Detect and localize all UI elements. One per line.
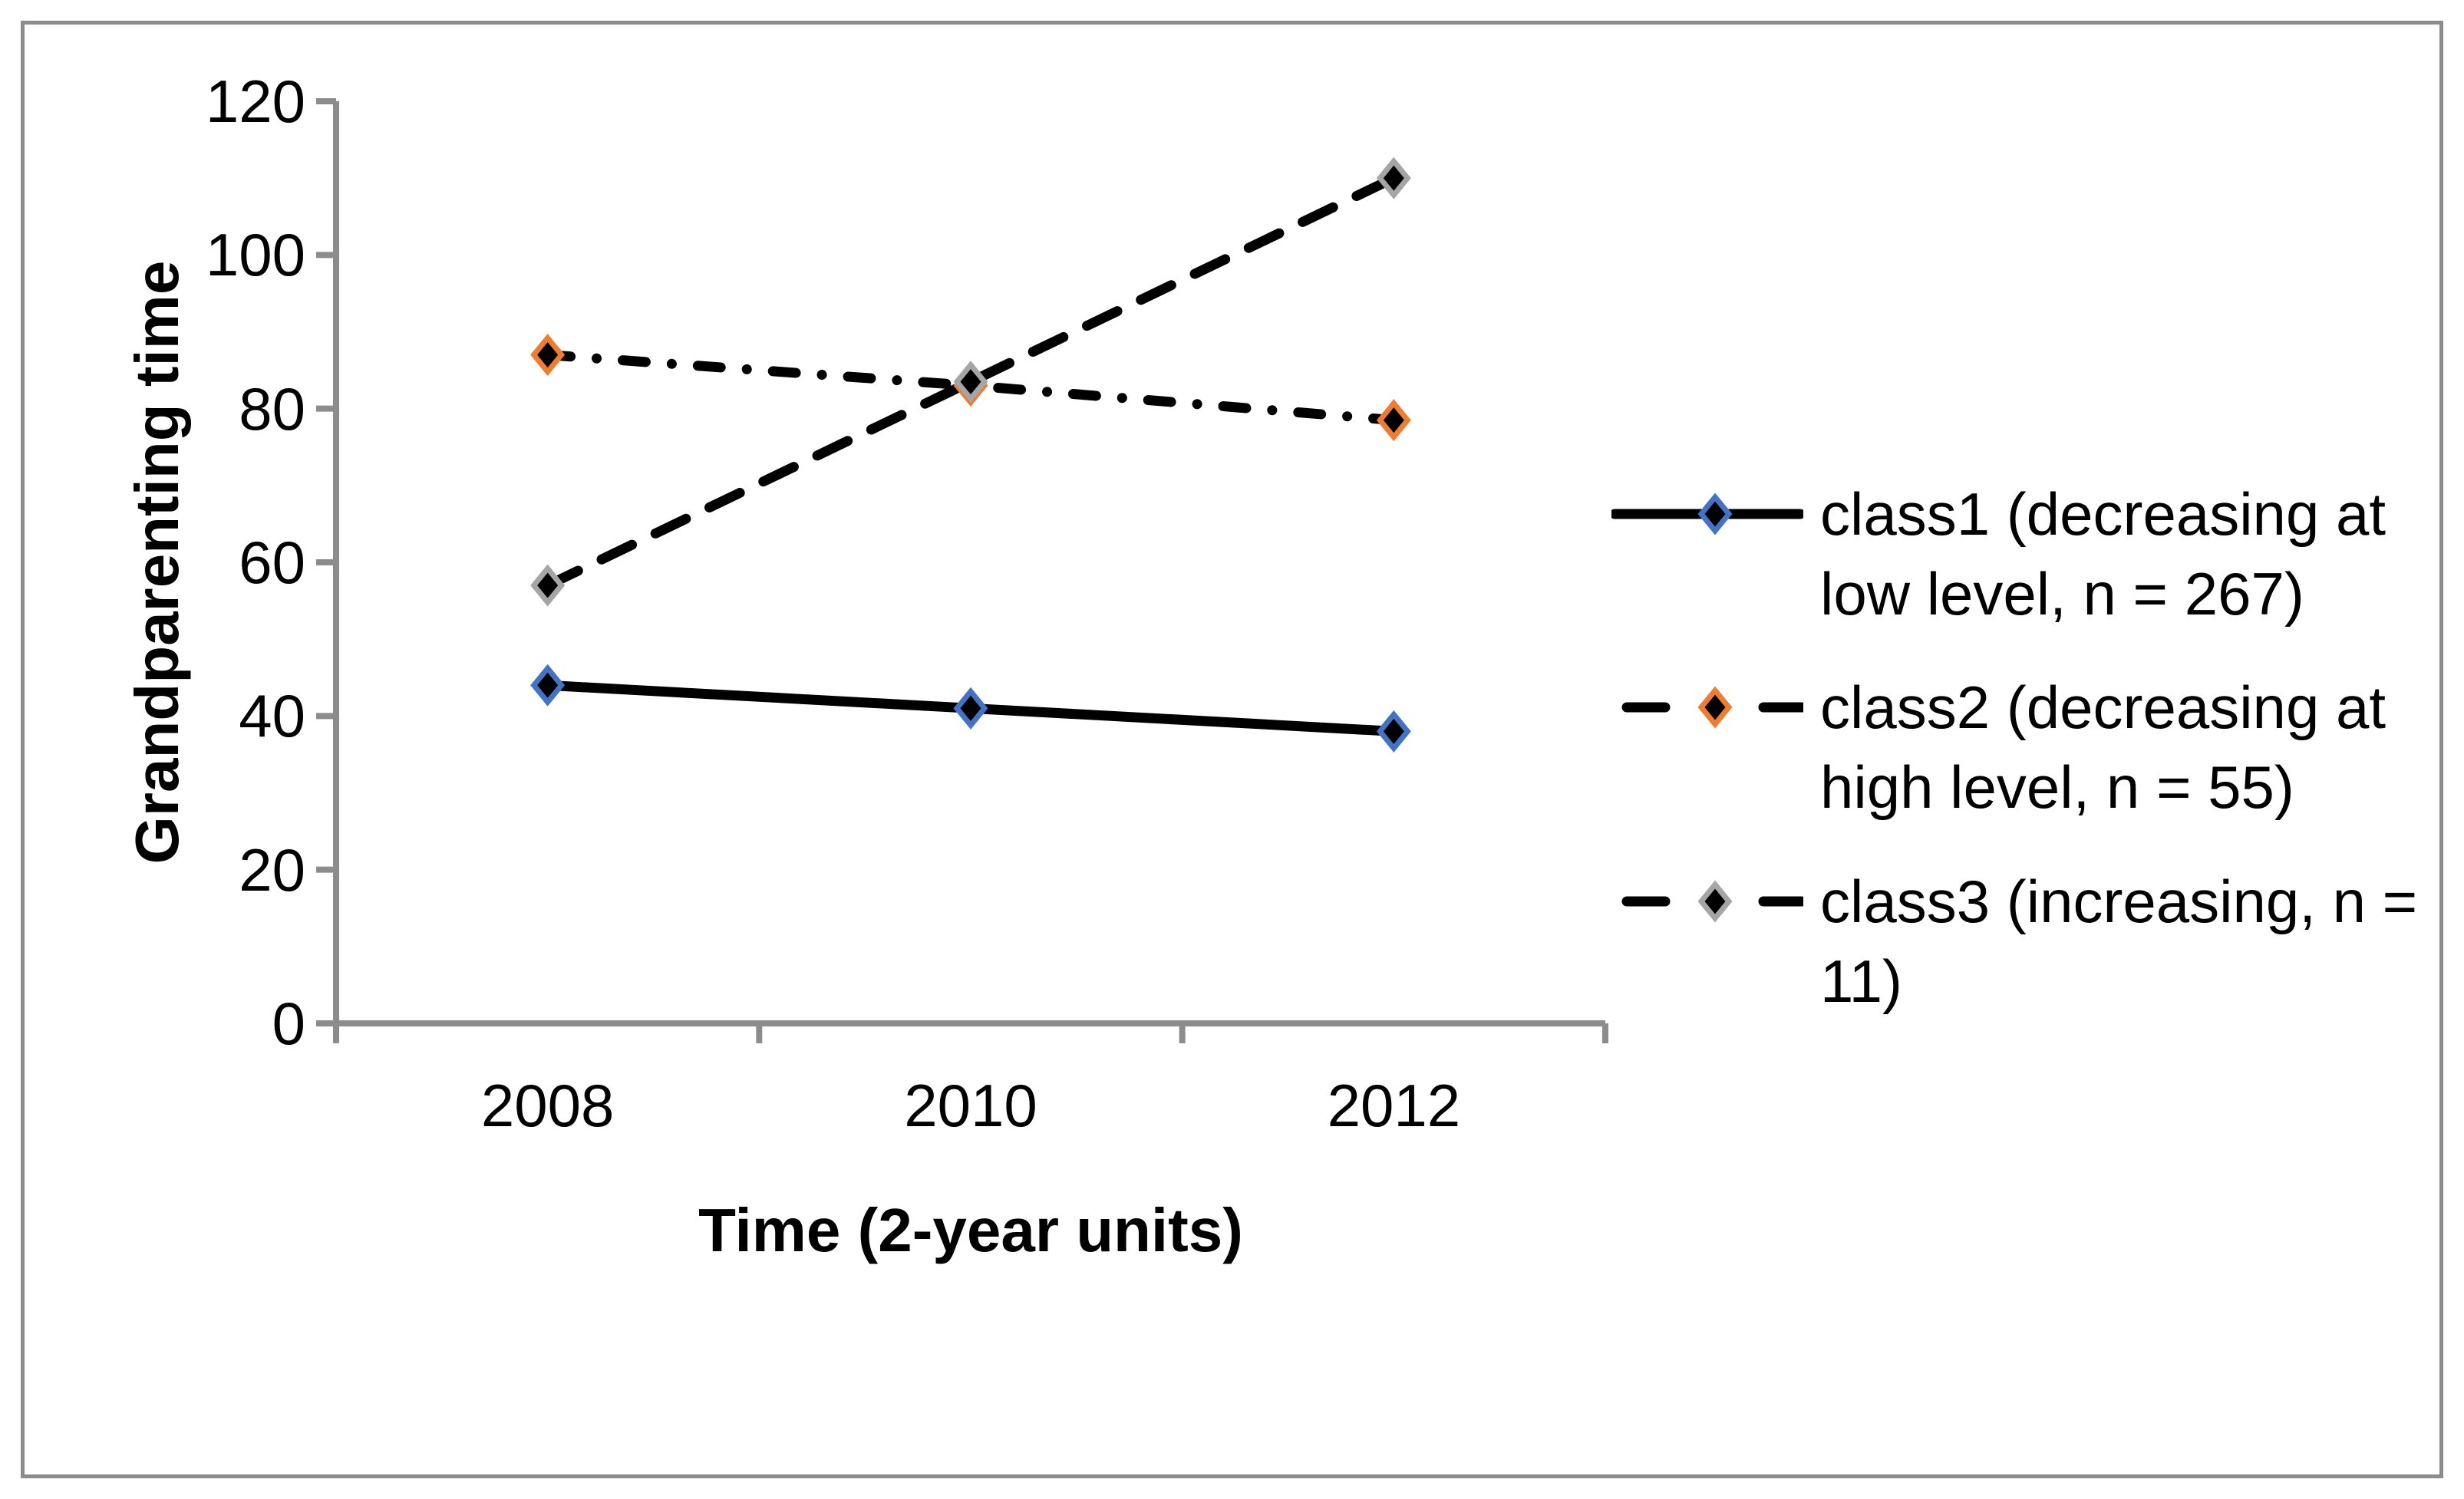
legend-key-marker bbox=[1697, 493, 1733, 535]
legend-item-class3: class3 (increasing, n = 11) bbox=[1611, 862, 2417, 1021]
legend-key-marker bbox=[1697, 686, 1733, 729]
y-tick-label-80: 80 bbox=[239, 374, 305, 443]
marker-class3-2010 bbox=[953, 361, 988, 404]
legend-item-class2: class2 (decreasing at high level, n = 55… bbox=[1611, 667, 2386, 827]
marker-class2-2008 bbox=[530, 334, 566, 377]
marker-class1-2010 bbox=[953, 687, 988, 730]
x-tick-label-2010: 2010 bbox=[904, 1072, 1037, 1139]
y-tick-label-40: 40 bbox=[239, 682, 305, 750]
x-tick-label-2012: 2012 bbox=[1327, 1072, 1461, 1139]
y-tick-label-120: 120 bbox=[205, 68, 305, 135]
legend-label-class1: class1 (decreasing at low level, n = 267… bbox=[1820, 480, 2386, 628]
figure-border bbox=[21, 21, 2443, 1478]
marker-class3-2012 bbox=[1376, 156, 1411, 199]
marker-class1-2012 bbox=[1376, 710, 1411, 753]
series-line-class3 bbox=[543, 173, 1399, 591]
marker-class3-2008 bbox=[530, 564, 566, 607]
y-tick-label-60: 60 bbox=[239, 529, 305, 596]
marker-class2-2012 bbox=[1376, 399, 1411, 442]
x-axis-title: Time (2-year units) bbox=[698, 1196, 1243, 1264]
legend-label-class2: class2 (decreasing at high level, n = 55… bbox=[1820, 674, 2386, 821]
x-tick-label-2008: 2008 bbox=[480, 1072, 615, 1139]
y-tick-label-20: 20 bbox=[239, 835, 305, 904]
legend-label-class3: class3 (increasing, n = 11) bbox=[1820, 868, 2418, 1015]
legend-key-marker bbox=[1697, 880, 1733, 923]
legend-key-class3 bbox=[1621, 880, 1803, 923]
legend-item-class1: class1 (decreasing at low level, n = 267… bbox=[1611, 474, 2386, 634]
legend-key-class2 bbox=[1621, 686, 1803, 729]
y-tick-label-100: 100 bbox=[205, 221, 305, 289]
y-tick-label-0: 0 bbox=[272, 990, 305, 1057]
legend-key-class1 bbox=[1611, 493, 1803, 535]
marker-class1-2008 bbox=[530, 664, 566, 707]
